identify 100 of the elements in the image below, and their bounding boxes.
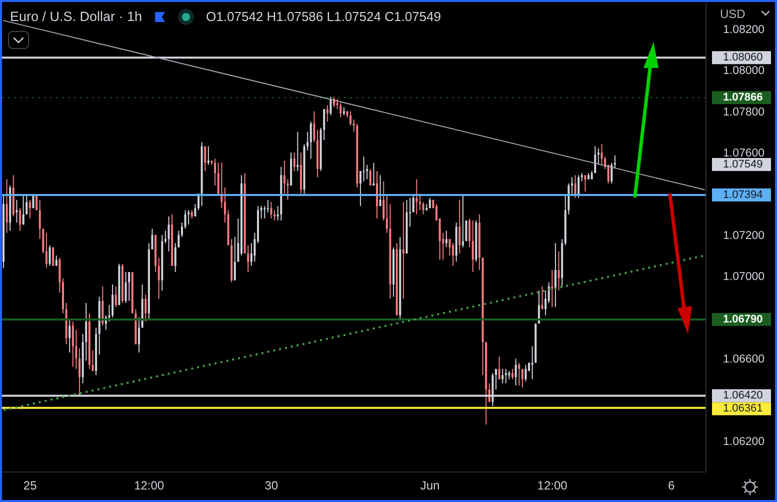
candlestick (544, 290, 547, 316)
y-tick-label: 1.07000 (723, 271, 765, 284)
candlestick (402, 201, 404, 300)
candlestick (524, 364, 527, 382)
y-tick-label: 1.08200 (723, 24, 765, 36)
ref-line-label: 1.07394 (723, 188, 763, 201)
candlestick (514, 358, 517, 386)
candlestick (504, 368, 507, 384)
text: Euro / U.S. Dollar · 1h (10, 8, 142, 26)
candlestick (19, 208, 22, 232)
candlestick (194, 204, 196, 217)
candlestick (207, 146, 210, 166)
ref-line-label: 1.06420 (723, 390, 763, 402)
candlestick (102, 286, 104, 326)
candlestick (28, 199, 31, 219)
candlestick (180, 222, 183, 238)
candlestick (448, 238, 451, 256)
candlestick (234, 236, 236, 281)
text: 1.07549 (723, 158, 763, 170)
candlestick (45, 232, 48, 268)
candlestick (558, 250, 560, 292)
candlestick (584, 174, 586, 192)
candlestick (551, 269, 554, 308)
y-tick-label: 1.07600 (723, 148, 765, 160)
candlestick (494, 368, 497, 390)
ref-line-label: 1.08060 (723, 52, 763, 64)
candlestick (274, 210, 276, 222)
candlestick (313, 110, 316, 143)
candlestick (570, 176, 573, 196)
candlestick (578, 174, 580, 198)
candlestick (326, 104, 328, 122)
candlestick (266, 199, 269, 213)
candlestick (26, 195, 28, 215)
candlestick (382, 180, 385, 222)
candlestick (511, 368, 514, 380)
candlestick (68, 318, 71, 353)
candlestick (138, 316, 140, 353)
candlestick (158, 257, 160, 300)
candlestick (78, 348, 81, 396)
candlestick (128, 272, 130, 302)
candlestick (416, 178, 418, 215)
candlestick (600, 144, 603, 166)
candlestick (330, 96, 332, 116)
candlestick (164, 230, 166, 244)
candlestick (184, 210, 186, 230)
ref-line-label: 1.06361 (723, 402, 763, 415)
candlestick (264, 206, 266, 219)
candlestick (372, 162, 375, 186)
candlestick (502, 368, 504, 384)
y-tick-label: 1.07200 (723, 230, 765, 242)
candlestick (296, 131, 299, 172)
candlestick (462, 195, 464, 248)
candlestick (310, 121, 312, 160)
candlestick (379, 174, 382, 207)
candlestick (554, 242, 556, 308)
candlestick (270, 201, 272, 219)
candlestick (369, 168, 372, 186)
candlestick (614, 154, 616, 169)
candlestick (610, 162, 613, 184)
candlestick (350, 110, 352, 126)
candlestick (52, 246, 54, 266)
text: O1.07542 H1.07586 L1.07524 C1.07549 (206, 8, 441, 26)
candlestick (521, 368, 524, 388)
candlestick (445, 230, 448, 248)
x-tick-label: 12:00 (134, 478, 164, 493)
candlestick (418, 193, 421, 211)
candlestick (594, 146, 596, 174)
candlestick (412, 195, 414, 213)
x-tick-label: 25 (23, 478, 38, 493)
candlestick (6, 178, 8, 234)
candlestick (362, 156, 365, 182)
y-tick-label: 1.06600 (723, 354, 765, 366)
candlestick (168, 216, 170, 252)
candlestick (260, 206, 262, 219)
x-tick-label: 12:00 (537, 478, 568, 493)
candlestick (498, 356, 500, 380)
candlestick (452, 242, 454, 266)
x-tick-label: Jun (420, 478, 440, 493)
y-tick-label: 1.07800 (723, 106, 765, 118)
y-tick-label: 1.08000 (723, 65, 765, 78)
y-tick-label: 1.06200 (723, 436, 765, 448)
candlestick (359, 170, 362, 207)
candlestick (472, 220, 474, 273)
candlestick (58, 257, 61, 294)
candlestick (597, 148, 600, 166)
candlestick (48, 244, 51, 266)
candlestick (112, 284, 114, 318)
candlestick (72, 321, 74, 368)
x-tick-label: 30 (264, 478, 278, 493)
candlestick (293, 152, 296, 172)
candlestick (55, 255, 58, 266)
ref-line-label: 1.06790 (723, 313, 763, 326)
candlestick (124, 272, 127, 304)
candlestick (458, 199, 461, 254)
x-tick-label: 6 (668, 478, 675, 493)
ref-line-label: 1.07866 (723, 92, 763, 104)
candlestick (340, 102, 342, 118)
candlestick (518, 362, 520, 386)
candlestick (22, 195, 24, 226)
candlestick (468, 218, 471, 248)
